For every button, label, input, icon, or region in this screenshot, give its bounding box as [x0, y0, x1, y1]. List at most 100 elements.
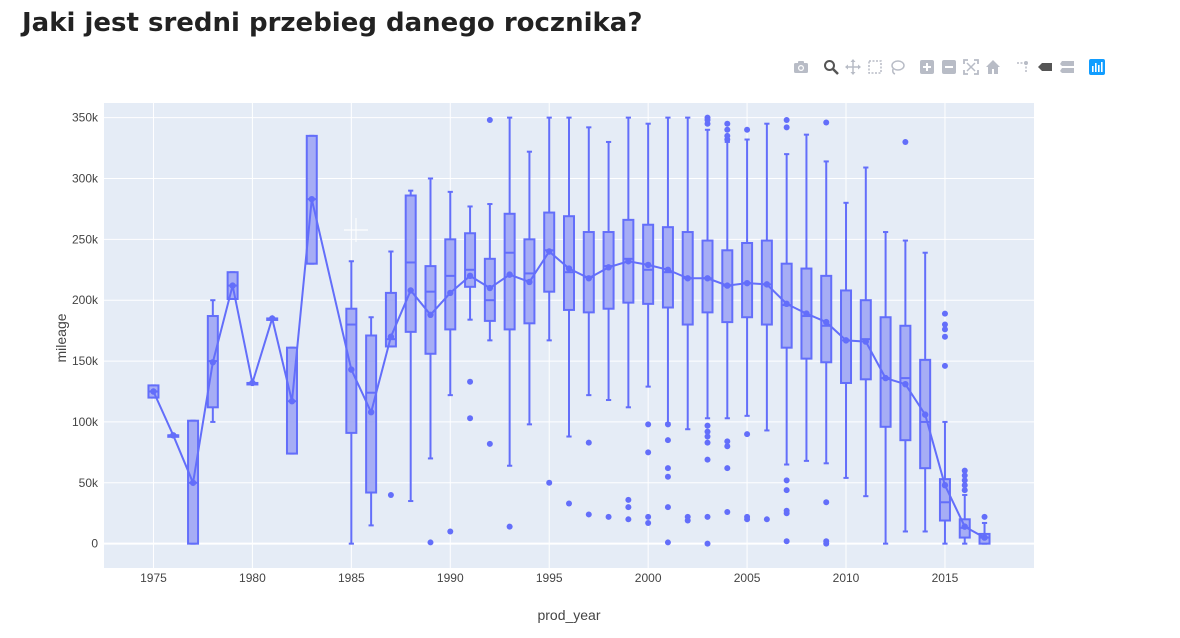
mean-point [249, 379, 256, 387]
outlier-point [961, 482, 968, 489]
mean-point [526, 278, 533, 286]
zoom-in-icon[interactable] [916, 57, 938, 77]
outlier-point [783, 487, 790, 494]
outlier-point [566, 500, 572, 507]
x-tick-label: 1975 [140, 571, 167, 585]
mean-point [209, 359, 217, 366]
outlier-point [902, 138, 909, 145]
outlier-point [724, 126, 731, 133]
outlier-point [486, 440, 493, 447]
outlier-point [704, 422, 711, 429]
y-axis-label: mileage [53, 313, 69, 362]
outlier-point [941, 362, 948, 369]
box-2015 [938, 310, 951, 545]
outlier-point [704, 540, 711, 547]
mean-point [229, 282, 236, 289]
outlier-point [704, 456, 711, 463]
outlier-point [763, 516, 770, 523]
mean-point [644, 261, 652, 269]
mean-point [902, 380, 909, 388]
box-select-icon[interactable] [864, 57, 886, 77]
box-body [404, 194, 417, 333]
mean-point [921, 411, 929, 418]
outlier-point [467, 378, 474, 385]
outlier-point [645, 421, 652, 428]
reset-axes-icon[interactable] [982, 57, 1004, 77]
mean-point [684, 275, 691, 282]
outlier-point [427, 539, 434, 546]
x-tick-label: 1995 [536, 571, 563, 585]
outlier-point [941, 310, 948, 317]
outlier-point [724, 465, 731, 472]
download-plot-icon[interactable] [790, 57, 812, 77]
mean-point [763, 281, 771, 288]
hover-compare-icon[interactable] [1056, 57, 1078, 77]
mean-point [427, 311, 434, 319]
box-body [938, 478, 951, 522]
outlier-point [585, 439, 592, 446]
box-1997 [582, 126, 595, 518]
mean-point [565, 265, 573, 272]
hover-closest-icon[interactable] [1034, 57, 1056, 77]
x-tick-label: 1985 [338, 571, 365, 585]
outlier-point [783, 124, 790, 131]
outlier-point [625, 516, 632, 523]
box-body [444, 238, 457, 331]
mean-point [605, 264, 612, 271]
outlier-point [823, 119, 830, 126]
lasso-select-icon[interactable] [886, 57, 908, 77]
outlier-point [664, 539, 671, 546]
box-1991 [464, 205, 477, 422]
x-tick-label: 2015 [932, 571, 959, 585]
outlier-point [625, 504, 632, 511]
x-axis-ticks: 1975 1980 1985 1990 1995 2000 2005 2010 2015 [140, 571, 959, 585]
outlier-point [981, 513, 988, 520]
outlier-point [704, 433, 711, 440]
mean-point [170, 432, 177, 439]
outlier-point [546, 479, 553, 486]
outlier-point [704, 513, 711, 520]
mean-point [743, 279, 751, 287]
mean-point [803, 310, 810, 317]
y-tick-label: 200k [72, 293, 99, 307]
zoom-out-icon[interactable] [938, 57, 960, 77]
outlier-point [941, 326, 948, 333]
mean-point [842, 337, 850, 344]
mean-point [486, 284, 494, 292]
outlier-point [961, 467, 968, 474]
outlier-point [645, 519, 652, 526]
page-title: Jaki jest sredni przebieg danego rocznik… [22, 8, 643, 38]
outlier-point [664, 473, 671, 480]
box-body [563, 215, 575, 311]
outlier-point [783, 477, 790, 484]
mean-point [724, 282, 731, 289]
outlier-point [744, 431, 751, 438]
mean-point [546, 248, 553, 255]
pan-icon[interactable] [842, 57, 864, 77]
outlier-point [467, 415, 474, 422]
mean-point [941, 482, 949, 489]
outlier-point [684, 513, 691, 520]
mean-point [189, 479, 197, 486]
mean-point [664, 266, 672, 273]
zoom-icon[interactable] [820, 57, 842, 77]
outlier-point [645, 449, 652, 456]
spike-lines-icon[interactable] [1012, 57, 1034, 77]
outlier-point [823, 538, 830, 545]
plotly-logo-icon[interactable] [1086, 57, 1108, 77]
autoscale-icon[interactable] [960, 57, 982, 77]
outlier-point [387, 491, 394, 498]
x-tick-label: 2010 [833, 571, 860, 585]
mean-line-series [150, 195, 988, 541]
outlier-point [605, 513, 612, 520]
cursor-crosshair-icon [344, 218, 368, 242]
mean-point [387, 333, 395, 340]
outlier-point [664, 465, 671, 472]
outlier-point [664, 421, 671, 428]
outlier-point [724, 438, 731, 445]
outlier-point [724, 443, 731, 450]
y-tick-label: 350k [72, 111, 99, 125]
outlier-point [704, 114, 711, 121]
mean-point [862, 338, 870, 345]
